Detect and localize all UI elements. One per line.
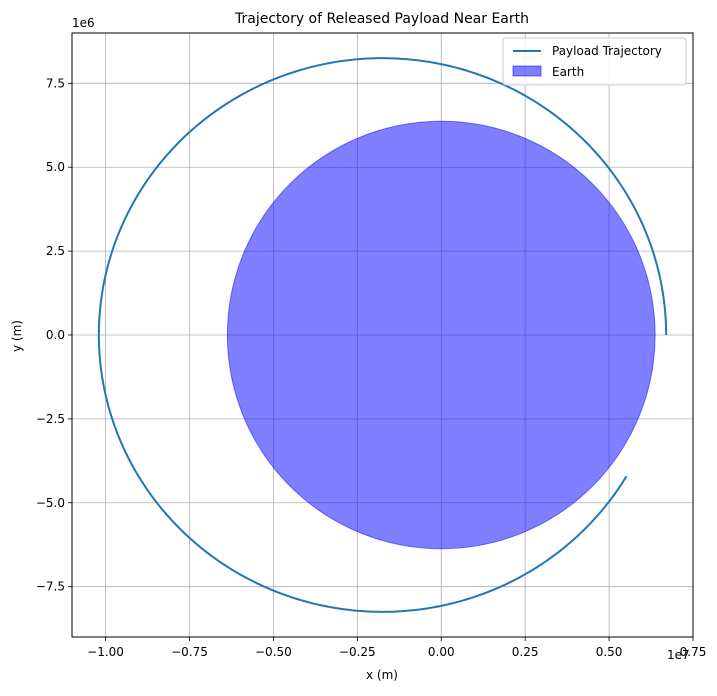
- x-tick-label: −0.25: [339, 645, 376, 659]
- y-tick-label: −5.0: [36, 496, 65, 510]
- y-tick-label: −7.5: [36, 580, 65, 594]
- x-tick-label: −0.75: [171, 645, 208, 659]
- x-tick-label: −0.50: [255, 645, 292, 659]
- x-axis-label: x (m): [366, 668, 398, 682]
- x-tick-label: 0.25: [512, 645, 539, 659]
- legend-trajectory-label: Payload Trajectory: [552, 44, 662, 58]
- x-axis: −1.00 −0.75 −0.50 −0.25 0.00 0.25 0.50 0.75: [87, 637, 706, 659]
- x-tick-label: 0.75: [680, 645, 707, 659]
- legend-earth-label: Earth: [552, 65, 584, 79]
- legend-earth-swatch: [512, 65, 542, 77]
- y-axis: −7.5 −5.0 −2.5 0.0 2.5 5.0 7.5: [36, 76, 72, 594]
- earth-layer: [226, 120, 656, 550]
- x-axis-offset-label: 1e7: [667, 648, 690, 662]
- x-tick-label: −1.00: [87, 645, 124, 659]
- legend: Payload Trajectory Earth: [502, 37, 687, 86]
- legend-box: [502, 37, 687, 86]
- x-tick-label: 0.00: [428, 645, 455, 659]
- earth-disk: [226, 120, 656, 550]
- x-tick-label: 0.50: [596, 645, 623, 659]
- y-tick-label: 7.5: [46, 76, 65, 90]
- y-axis-label: y (m): [10, 320, 24, 352]
- y-axis-offset-label: 1e6: [72, 16, 95, 30]
- y-tick-label: 5.0: [46, 160, 65, 174]
- y-tick-label: 0.0: [46, 328, 65, 342]
- y-tick-label: −2.5: [36, 412, 65, 426]
- y-tick-label: 2.5: [46, 244, 65, 258]
- chart-title: Trajectory of Released Payload Near Eart…: [234, 11, 529, 27]
- payload-trajectory-line: [97, 57, 668, 613]
- trajectory-layer: [97, 57, 668, 613]
